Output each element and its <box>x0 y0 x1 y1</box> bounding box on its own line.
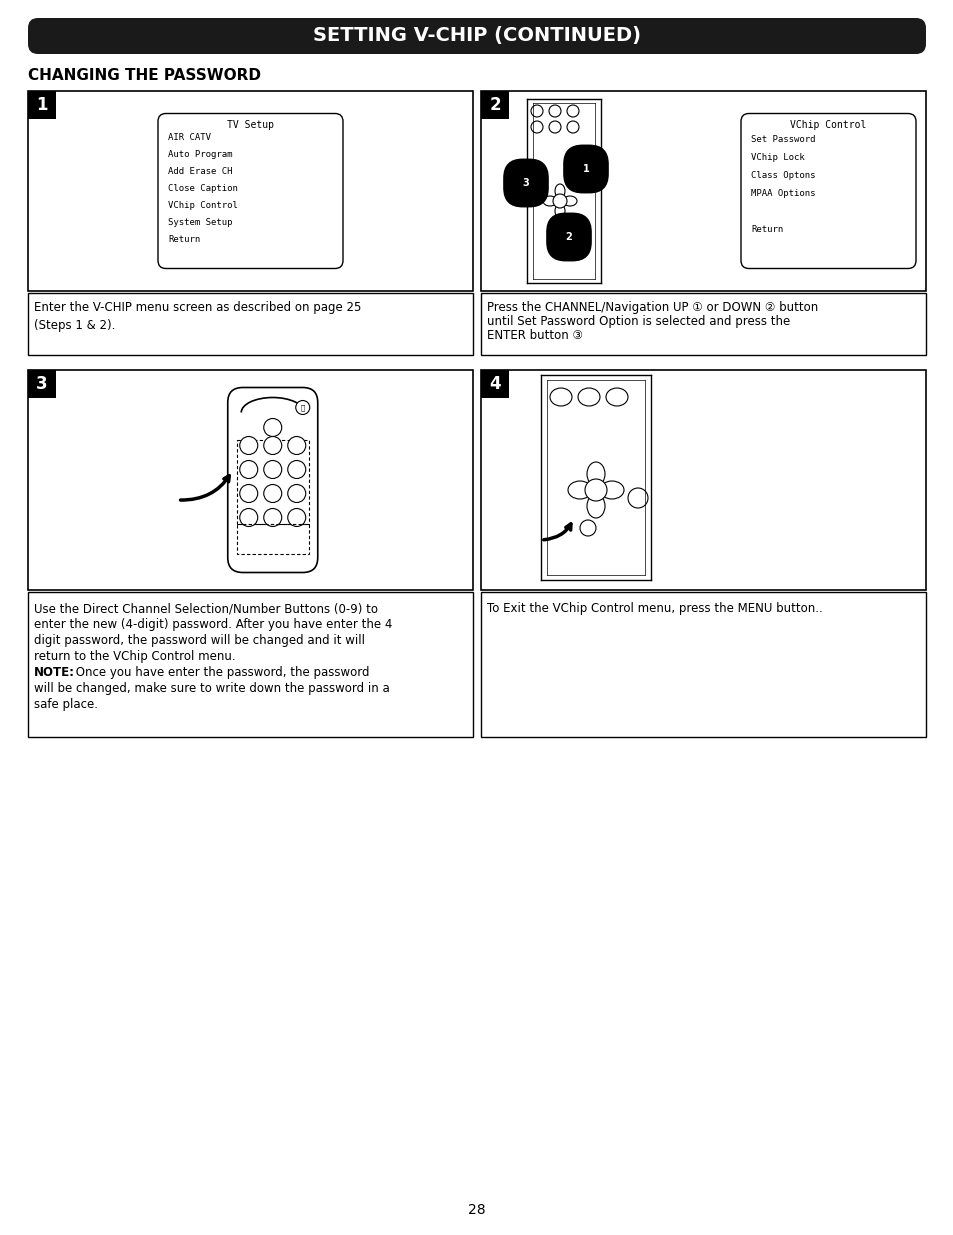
Bar <box>236 440 309 524</box>
FancyBboxPatch shape <box>28 370 56 398</box>
Circle shape <box>288 484 305 503</box>
Text: ⏻: ⏻ <box>300 404 305 411</box>
Circle shape <box>548 121 560 133</box>
Text: Press the CHANNEL/Navigation UP ① or DOWN ② button: Press the CHANNEL/Navigation UP ① or DOW… <box>486 301 818 314</box>
Text: 2: 2 <box>565 232 572 242</box>
Ellipse shape <box>599 480 623 499</box>
FancyBboxPatch shape <box>740 114 915 268</box>
Circle shape <box>531 121 542 133</box>
Text: Auto Program: Auto Program <box>168 149 233 159</box>
Text: MPAA Options: MPAA Options <box>750 189 815 198</box>
Text: Return: Return <box>750 225 782 233</box>
Text: will be changed, make sure to write down the password in a: will be changed, make sure to write down… <box>34 682 390 695</box>
Ellipse shape <box>567 480 592 499</box>
Circle shape <box>548 105 560 117</box>
Text: enter the new (4-digit) password. After you have enter the 4: enter the new (4-digit) password. After … <box>34 618 392 631</box>
Circle shape <box>288 509 305 526</box>
Text: To Exit the VChip Control menu, press the MENU button..: To Exit the VChip Control menu, press th… <box>486 601 821 615</box>
Circle shape <box>584 479 606 501</box>
Text: VChip Control: VChip Control <box>789 121 865 131</box>
Text: Return: Return <box>168 235 200 245</box>
FancyBboxPatch shape <box>480 370 925 590</box>
Ellipse shape <box>542 196 557 206</box>
FancyBboxPatch shape <box>28 91 56 119</box>
Text: Close Caption: Close Caption <box>168 184 237 193</box>
Text: Add Erase CH: Add Erase CH <box>168 167 233 177</box>
Text: VChip Control: VChip Control <box>168 201 237 210</box>
Ellipse shape <box>550 388 572 406</box>
Circle shape <box>531 105 542 117</box>
Circle shape <box>239 484 257 503</box>
Circle shape <box>263 436 281 454</box>
Circle shape <box>555 224 564 233</box>
Text: Once you have enter the password, the password: Once you have enter the password, the pa… <box>71 666 369 679</box>
Ellipse shape <box>586 462 604 487</box>
FancyBboxPatch shape <box>158 114 343 268</box>
FancyBboxPatch shape <box>28 91 473 291</box>
Text: return to the VChip Control menu.: return to the VChip Control menu. <box>34 650 235 663</box>
Text: Class Optons: Class Optons <box>750 170 815 180</box>
FancyBboxPatch shape <box>28 293 473 354</box>
Circle shape <box>263 509 281 526</box>
Circle shape <box>553 194 566 207</box>
Text: 1: 1 <box>36 96 48 114</box>
Circle shape <box>239 436 257 454</box>
FancyBboxPatch shape <box>28 592 473 737</box>
Ellipse shape <box>555 204 564 219</box>
FancyBboxPatch shape <box>480 293 925 354</box>
Text: Use the Direct Channel Selection/Number Buttons (0-9) to: Use the Direct Channel Selection/Number … <box>34 601 377 615</box>
Circle shape <box>566 105 578 117</box>
Text: System Setup: System Setup <box>168 219 233 227</box>
FancyBboxPatch shape <box>480 592 925 737</box>
Text: 4: 4 <box>489 375 500 393</box>
Ellipse shape <box>605 388 627 406</box>
Text: TV Setup: TV Setup <box>227 121 274 131</box>
Text: 2: 2 <box>489 96 500 114</box>
Ellipse shape <box>562 196 577 206</box>
Ellipse shape <box>586 494 604 517</box>
FancyBboxPatch shape <box>228 388 317 573</box>
Circle shape <box>579 520 596 536</box>
Text: 1: 1 <box>582 164 589 174</box>
Text: SETTING V-CHIP (CONTINUED): SETTING V-CHIP (CONTINUED) <box>313 26 640 46</box>
FancyBboxPatch shape <box>480 91 509 119</box>
Text: ENTER button ③: ENTER button ③ <box>486 329 582 342</box>
Circle shape <box>288 461 305 478</box>
Text: safe place.: safe place. <box>34 698 98 711</box>
FancyBboxPatch shape <box>28 19 925 54</box>
Circle shape <box>295 400 310 415</box>
FancyBboxPatch shape <box>28 370 473 590</box>
Text: VChip Lock: VChip Lock <box>750 153 804 162</box>
Text: NOTE:: NOTE: <box>34 666 75 679</box>
FancyBboxPatch shape <box>480 370 509 398</box>
Text: digit password, the password will be changed and it will: digit password, the password will be cha… <box>34 634 365 647</box>
Circle shape <box>263 461 281 478</box>
Circle shape <box>263 419 281 436</box>
Bar <box>236 524 309 553</box>
Text: CHANGING THE PASSWORD: CHANGING THE PASSWORD <box>28 68 261 84</box>
Circle shape <box>627 488 647 508</box>
Circle shape <box>239 461 257 478</box>
Text: 3: 3 <box>36 375 48 393</box>
Text: until Set Password Option is selected and press the: until Set Password Option is selected an… <box>486 315 789 329</box>
Circle shape <box>288 436 305 454</box>
Text: Set Password: Set Password <box>750 135 815 144</box>
Text: 28: 28 <box>468 1203 485 1216</box>
Text: Enter the V-CHIP menu screen as described on page 25
(Steps 1 & 2).: Enter the V-CHIP menu screen as describe… <box>34 301 361 332</box>
Text: AIR CATV: AIR CATV <box>168 133 211 142</box>
Ellipse shape <box>555 184 564 198</box>
FancyBboxPatch shape <box>480 91 925 291</box>
Circle shape <box>263 484 281 503</box>
Circle shape <box>566 121 578 133</box>
Ellipse shape <box>578 388 599 406</box>
Text: 3: 3 <box>522 178 529 188</box>
Circle shape <box>239 509 257 526</box>
